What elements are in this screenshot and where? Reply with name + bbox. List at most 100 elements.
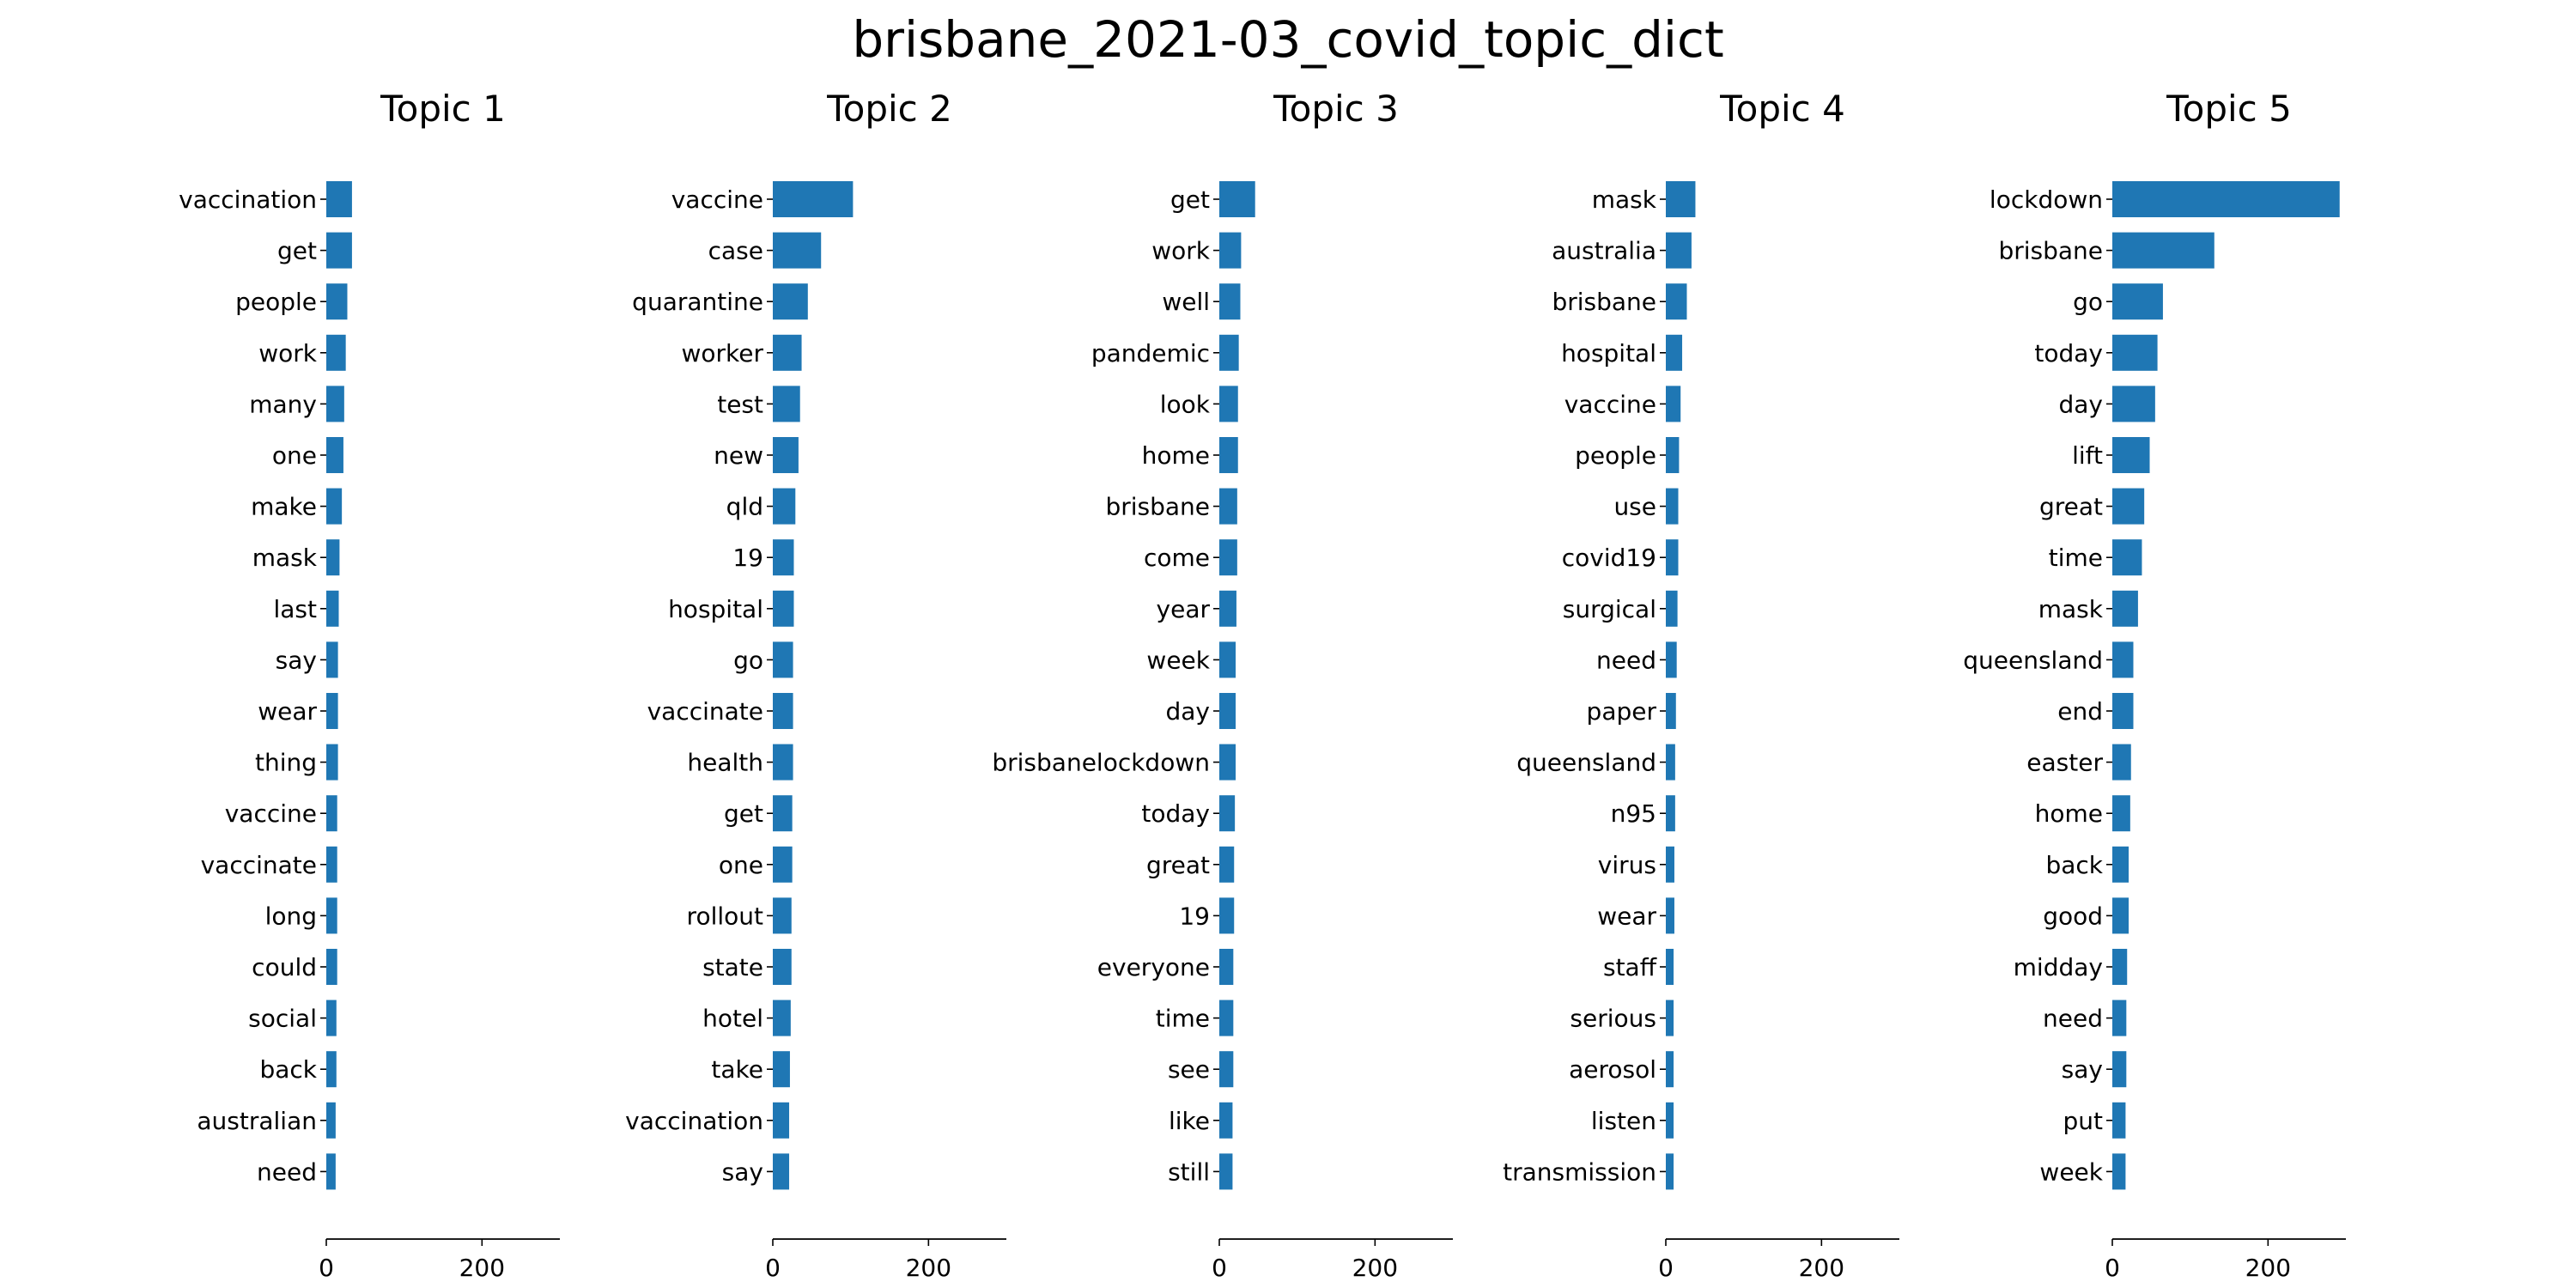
y-tick-label: listen: [1591, 1107, 1656, 1135]
x-tick-label: 0: [1212, 1254, 1227, 1282]
y-tick-label: worker: [682, 339, 764, 368]
bar-wear: [1666, 897, 1674, 934]
y-tick-label: work: [258, 339, 318, 368]
x-tick-label: 200: [459, 1254, 505, 1282]
bar-rollout: [773, 897, 792, 934]
bar-today: [2112, 334, 2158, 371]
y-tick-label: thing: [255, 749, 317, 777]
bar-today: [1219, 795, 1236, 832]
panel-title: Topic 3: [1273, 88, 1399, 130]
y-tick-label: queensland: [1516, 749, 1656, 777]
y-tick-label: new: [714, 441, 763, 470]
bar-time: [1219, 999, 1234, 1036]
y-tick-label: year: [1157, 595, 1211, 623]
y-tick-label: people: [235, 288, 317, 316]
bar-social: [326, 999, 337, 1036]
bar-put: [2112, 1102, 2126, 1139]
bar-midday: [2112, 949, 2128, 985]
y-tick-label: week: [2039, 1157, 2103, 1186]
y-tick-label: test: [717, 390, 763, 418]
y-tick-label: well: [1162, 288, 1210, 316]
y-tick-label: serious: [1570, 1005, 1656, 1033]
bar-health: [773, 744, 793, 781]
y-tick-label: time: [1156, 1005, 1210, 1033]
bar-time: [2112, 539, 2142, 576]
bar-vaccine: [326, 795, 337, 832]
y-tick-label: today: [1141, 799, 1210, 828]
y-tick-label: transmission: [1503, 1157, 1656, 1186]
bar-vaccination: [326, 181, 352, 217]
x-tick-label: 0: [319, 1254, 334, 1282]
y-tick-label: still: [1168, 1157, 1210, 1186]
bar-look: [1219, 386, 1238, 422]
bar-vaccinate: [773, 693, 793, 729]
bar-need: [326, 1153, 336, 1190]
bar-get: [326, 232, 352, 269]
bar-vaccination: [773, 1102, 790, 1139]
y-tick-label: covid19: [1562, 544, 1656, 572]
x-tick-label: 0: [1658, 1254, 1674, 1282]
bar-say: [2112, 1051, 2127, 1088]
bar-use: [1666, 488, 1679, 525]
panel-title: Topic 5: [2166, 88, 2292, 130]
bar-brisbane: [1219, 488, 1237, 525]
bar-everyone: [1219, 949, 1234, 985]
y-tick-label: get: [1170, 185, 1210, 214]
y-tick-label: brisbanelockdown: [992, 749, 1210, 777]
bar-hotel: [773, 999, 791, 1036]
y-tick-label: health: [687, 749, 763, 777]
bar-day: [1219, 693, 1236, 729]
bar-queensland: [1666, 744, 1675, 781]
y-tick-label: back: [259, 1055, 317, 1084]
x-tick-label: 200: [1352, 1254, 1398, 1282]
y-tick-label: wear: [258, 697, 317, 726]
y-tick-label: say: [276, 646, 317, 674]
bar-week: [1219, 641, 1236, 678]
panel-title: Topic 4: [1719, 88, 1845, 130]
y-tick-label: get: [277, 237, 317, 265]
y-tick-label: vaccine: [671, 185, 763, 214]
bar-lift: [2112, 437, 2150, 473]
y-tick-label: mask: [2038, 595, 2104, 623]
panels: Topic 1 vaccination get people work many one ma…: [179, 88, 2346, 1282]
panel-title: Topic 1: [380, 88, 506, 130]
bar-get: [773, 795, 793, 832]
y-tick-label: 19: [1179, 902, 1210, 930]
y-tick-label: vaccination: [625, 1107, 763, 1135]
y-tick-label: rollout: [687, 902, 763, 930]
y-tick-label: long: [265, 902, 317, 930]
bar-go: [773, 641, 793, 678]
bar-new: [773, 437, 799, 473]
bar-need: [2112, 999, 2127, 1036]
bar-mask: [2112, 590, 2138, 627]
y-tick-label: staff: [1603, 953, 1657, 981]
bar-quarantine: [773, 283, 808, 320]
y-tick-label: state: [702, 953, 763, 981]
y-tick-label: look: [1160, 390, 1211, 418]
bar-long: [326, 897, 337, 934]
bar-work: [1219, 232, 1242, 269]
y-tick-label: virus: [1598, 851, 1656, 879]
y-tick-label: end: [2057, 697, 2103, 726]
y-tick-label: people: [1575, 441, 1656, 470]
bar-transmission: [1666, 1153, 1674, 1190]
bar-listen: [1666, 1102, 1674, 1139]
bar-queensland: [2112, 641, 2134, 678]
bar-great: [2112, 488, 2145, 525]
bar-vaccine: [1666, 386, 1681, 422]
bar-many: [326, 386, 344, 422]
bar-still: [1219, 1153, 1233, 1190]
y-tick-label: easter: [2026, 749, 2103, 777]
y-tick-label: today: [2034, 339, 2103, 368]
bar-test: [773, 386, 800, 422]
y-tick-label: aerosol: [1569, 1055, 1656, 1084]
bar-make: [326, 488, 343, 525]
y-tick-label: surgical: [1563, 595, 1656, 623]
y-tick-label: take: [711, 1055, 763, 1084]
y-tick-label: great: [2039, 493, 2103, 521]
y-tick-label: week: [1146, 646, 1210, 674]
bar-back: [2112, 846, 2129, 883]
y-tick-label: everyone: [1097, 953, 1210, 981]
y-tick-label: day: [1165, 697, 1210, 726]
